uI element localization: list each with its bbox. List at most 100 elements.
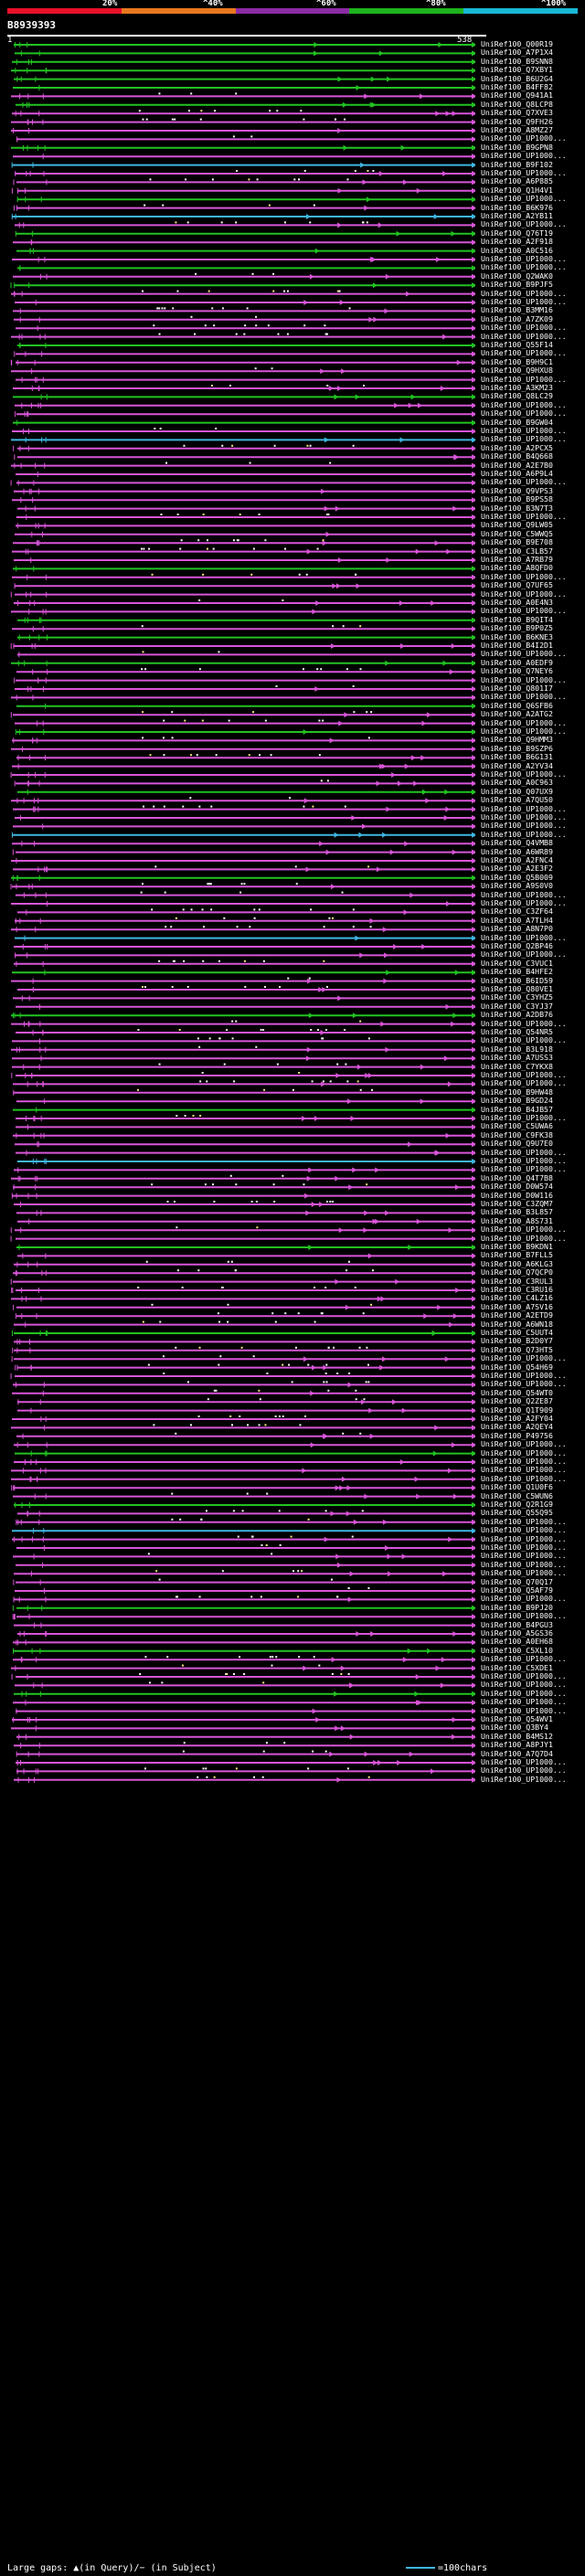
hit-row[interactable] (11, 1012, 475, 1019)
hit-label[interactable]: UniRef100_Q4VMB8 (481, 838, 553, 848)
hit-label[interactable]: UniRef100_Q9HMM3 (481, 735, 553, 745)
hit-row[interactable] (16, 1098, 475, 1105)
hit-label[interactable]: UniRef100_B9SZP6 (481, 743, 553, 753)
hit-row[interactable] (13, 1578, 475, 1585)
hit-row[interactable] (11, 746, 475, 752)
hit-row[interactable] (11, 1045, 475, 1053)
hit-row[interactable] (13, 566, 475, 572)
hit-label[interactable]: UniRef100_Q5B009 (481, 872, 553, 882)
hit-label[interactable]: UniRef100_D0W574 (481, 1182, 553, 1192)
hit-row[interactable] (14, 1742, 475, 1749)
hit-row[interactable] (13, 394, 475, 400)
hit-row[interactable] (14, 1622, 475, 1628)
hit-row[interactable] (12, 1063, 475, 1070)
hit-row[interactable] (16, 754, 475, 761)
hit-row[interactable] (12, 110, 475, 117)
hit-row[interactable] (17, 1407, 475, 1414)
hit-label[interactable]: UniRef100_B7FLL5 (481, 1250, 553, 1260)
hit-row[interactable] (12, 1415, 475, 1422)
hit-row[interactable] (17, 789, 475, 795)
hit-row[interactable] (13, 307, 475, 314)
hit-label[interactable]: UniRef100_A2QEY4 (481, 1422, 553, 1432)
hit-row[interactable] (13, 1595, 475, 1603)
hit-label[interactable]: UniRef100_UP1000... (481, 323, 567, 333)
hit-row[interactable] (17, 1253, 475, 1259)
hit-label[interactable]: UniRef100_A0C516 (481, 245, 553, 255)
hit-label[interactable]: UniRef100_B6ID59 (481, 975, 553, 985)
hit-row[interactable] (17, 908, 475, 916)
hit-row[interactable] (15, 1681, 475, 1689)
hit-row[interactable] (12, 1605, 475, 1611)
hit-label[interactable]: UniRef100_A7ZK09 (481, 313, 553, 323)
hit-label[interactable]: UniRef100_Q54WV1 (481, 1714, 553, 1723)
hit-row[interactable] (11, 68, 475, 74)
hit-row[interactable] (11, 1296, 475, 1302)
hit-row[interactable] (11, 1424, 475, 1431)
hit-row[interactable] (11, 128, 475, 133)
hit-label[interactable]: UniRef100_A8PJY1 (481, 1740, 553, 1750)
hit-row[interactable] (12, 1346, 475, 1353)
hit-label[interactable]: UniRef100_A6KLG3 (481, 1258, 553, 1268)
hit-label[interactable]: UniRef100_A5GS36 (481, 1628, 553, 1638)
hit-row[interactable] (15, 685, 475, 692)
hit-row[interactable] (14, 1570, 475, 1577)
hit-label[interactable]: UniRef100_B4JB57 (481, 1104, 553, 1114)
hit-row[interactable] (12, 1037, 475, 1044)
hit-row[interactable] (12, 970, 475, 976)
hit-label[interactable]: UniRef100_UP1000... (481, 1568, 567, 1578)
hit-label[interactable]: UniRef100_Q55F14 (481, 340, 553, 349)
hit-label[interactable]: UniRef100_Q9U7E0 (481, 1139, 553, 1149)
hit-row[interactable] (15, 719, 475, 726)
hit-label[interactable]: UniRef100_Q1T909 (481, 1405, 553, 1415)
hit-label[interactable]: UniRef100_UP1000... (481, 1233, 567, 1243)
hit-label[interactable]: UniRef100_Q1U0F6 (481, 1482, 553, 1492)
hit-label[interactable]: UniRef100_UP1000... (481, 1439, 567, 1449)
hit-row[interactable] (13, 1080, 475, 1087)
hit-label[interactable]: UniRef100_A7USS3 (481, 1053, 553, 1063)
hit-label[interactable]: UniRef100_UP1000... (481, 1774, 567, 1784)
hit-label[interactable]: UniRef100_UP1000... (481, 674, 567, 684)
hit-label[interactable]: UniRef100_Q80VE1 (481, 984, 553, 993)
hit-label[interactable]: UniRef100_B9PS58 (481, 494, 553, 504)
hit-row[interactable] (16, 1432, 475, 1439)
hit-row[interactable] (11, 1673, 475, 1680)
hit-row[interactable] (16, 1115, 475, 1121)
hit-label[interactable]: UniRef100_Q2ZE87 (481, 1396, 553, 1406)
hit-label[interactable]: UniRef100_UP1000... (481, 889, 567, 899)
hit-label[interactable]: UniRef100_A3KM23 (481, 383, 553, 392)
hit-row[interactable] (11, 1485, 475, 1491)
hit-row[interactable] (11, 1355, 475, 1362)
hit-label[interactable]: UniRef100_UP1000... (481, 1680, 567, 1690)
hit-label[interactable]: UniRef100_A6WN18 (481, 1319, 553, 1329)
hit-row[interactable] (16, 1003, 475, 1010)
hit-label[interactable]: UniRef100_A7Q7D4 (481, 1748, 553, 1758)
hit-row[interactable] (12, 849, 475, 855)
hit-label[interactable]: UniRef100_B6K976 (481, 202, 553, 212)
hit-row[interactable] (14, 1691, 475, 1697)
hit-label[interactable]: UniRef100_C3ZQM7 (481, 1199, 553, 1208)
hit-label[interactable]: UniRef100_UP1000... (481, 374, 567, 384)
hit-label[interactable]: UniRef100_UP1000... (481, 1688, 567, 1698)
hit-label[interactable]: UniRef100_A7SV16 (481, 1301, 553, 1311)
hit-row[interactable] (11, 1287, 475, 1293)
hit-row[interactable] (15, 50, 475, 57)
hit-row[interactable] (11, 1072, 475, 1078)
hit-label[interactable]: UniRef100_C5WUN6 (481, 1490, 553, 1500)
hit-label[interactable]: UniRef100_UP1000... (481, 1379, 567, 1389)
hit-label[interactable]: UniRef100_A7TLH4 (481, 915, 553, 925)
hit-row[interactable] (13, 1656, 475, 1663)
hit-row[interactable] (11, 367, 475, 375)
hit-row[interactable] (12, 625, 475, 632)
hit-row[interactable] (17, 343, 475, 348)
hit-row[interactable] (15, 935, 475, 941)
hit-label[interactable]: UniRef100_Q00R19 (481, 39, 553, 48)
hit-row[interactable] (14, 454, 475, 461)
hit-row[interactable] (11, 118, 475, 125)
hit-label[interactable]: UniRef100_B4Q668 (481, 451, 553, 461)
hit-label[interactable]: UniRef100_A7RB79 (481, 555, 553, 564)
hit-row[interactable] (13, 85, 475, 90)
hit-row[interactable] (10, 772, 475, 778)
hit-label[interactable]: UniRef100_UP1000... (481, 219, 567, 229)
hit-row[interactable] (10, 282, 475, 289)
hit-label[interactable]: UniRef100_B4PGU3 (481, 1619, 553, 1629)
